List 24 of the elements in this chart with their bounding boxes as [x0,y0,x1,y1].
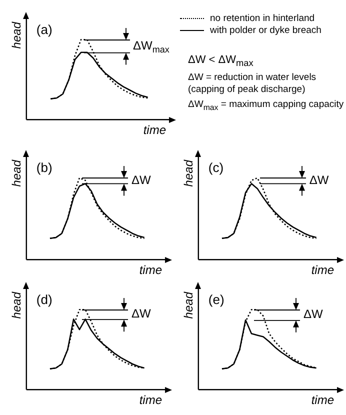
legend-label: no retention in hinterland [210,12,315,24]
annotation: ΔW [303,307,324,322]
chart-title: (e) [208,292,224,308]
chart-title: (c) [208,160,224,176]
chart-title: (d) [36,292,52,308]
y-axis-title: head [182,160,196,187]
annotation: ΔW [309,173,330,188]
y-axis-title: head [10,292,24,319]
text: ΔW$_{max}$ = maximum capping capacity [188,99,345,114]
x-axis-title: time [311,393,334,408]
text: ΔW < ΔW$_{max}$ [188,54,254,70]
y-axis-title: head [10,160,24,187]
chart-title: (a) [36,22,52,38]
legend-label: with polder or dyke breach [210,24,322,36]
annotation: ΔW [131,173,152,188]
x-axis-title: time [139,393,162,408]
x-axis-title: time [311,263,334,278]
y-axis-title: head [10,22,24,49]
x-axis-title: time [139,263,162,278]
x-axis-title: time [143,123,166,138]
chart-title: (b) [36,160,52,176]
y-axis-title: head [182,292,196,319]
text: ΔW = reduction in water levels (capping of peak discharge) [188,72,318,96]
annotation: ΔW [131,306,152,321]
